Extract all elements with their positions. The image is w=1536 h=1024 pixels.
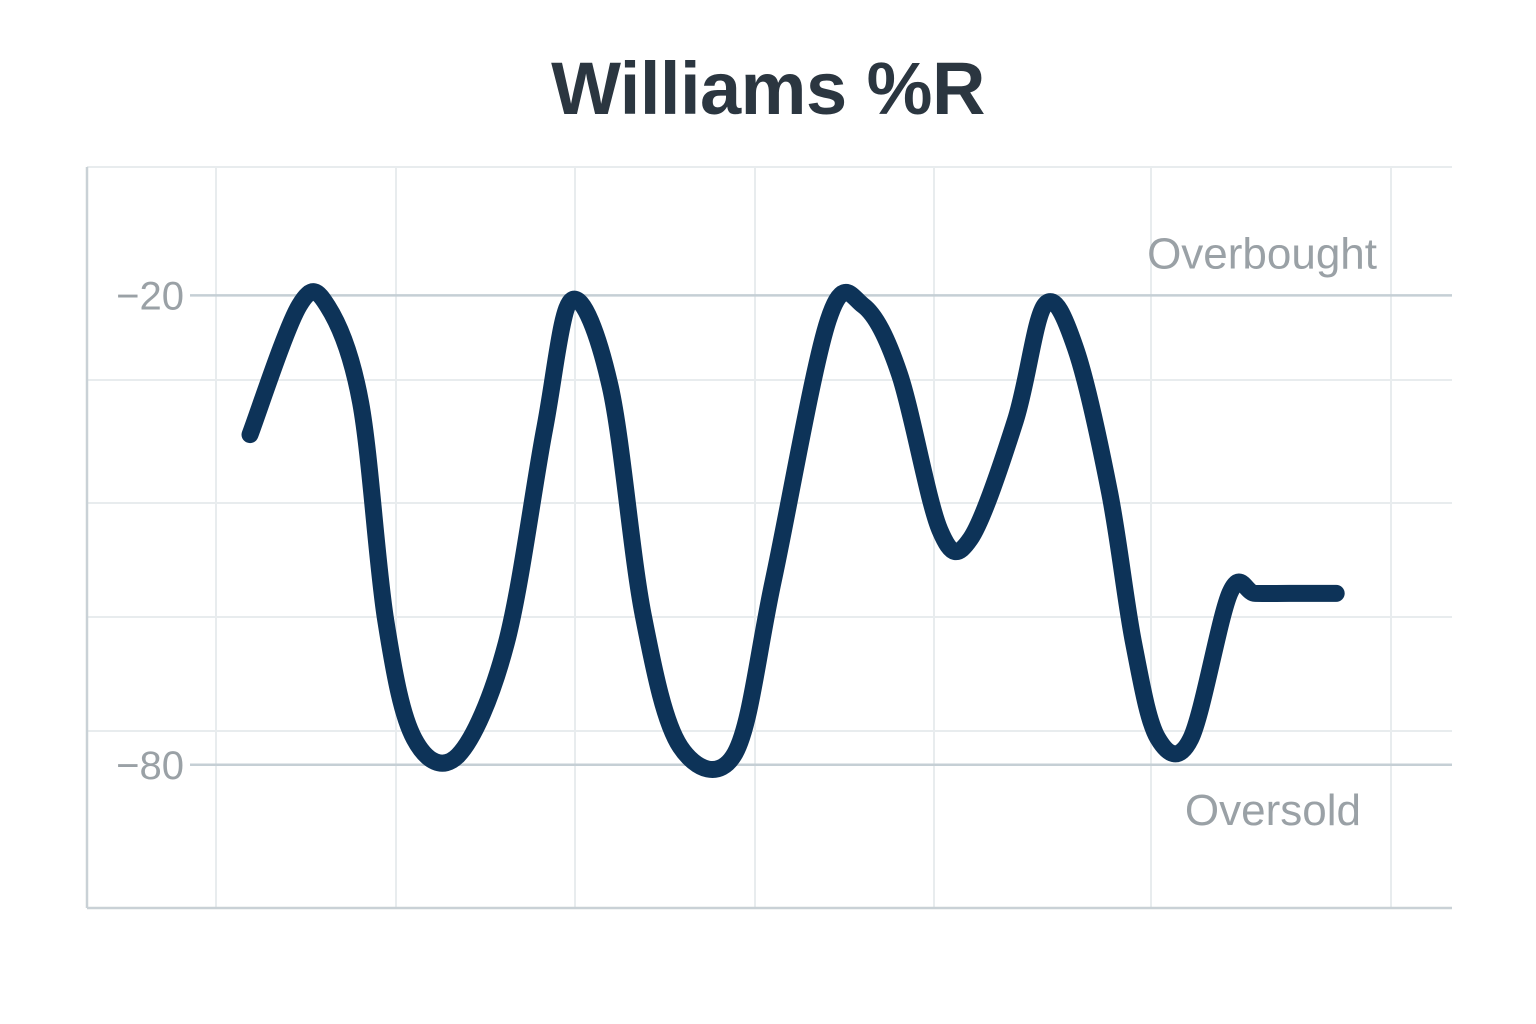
- y-tick-label: −20: [116, 274, 184, 318]
- oversold-label: Oversold: [1185, 786, 1361, 835]
- y-tick-label: −80: [116, 744, 184, 788]
- vertical-gridlines: [215, 167, 1392, 908]
- y-tick-labels: −20 −80: [116, 274, 184, 787]
- williams-r-line: [241, 283, 1345, 778]
- zone-labels: Overbought Oversold: [1147, 229, 1377, 834]
- series-layer: [241, 283, 1345, 778]
- overbought-label: Overbought: [1147, 229, 1377, 278]
- chart-title: Williams %R: [551, 47, 985, 130]
- reference-lines: [190, 294, 1452, 767]
